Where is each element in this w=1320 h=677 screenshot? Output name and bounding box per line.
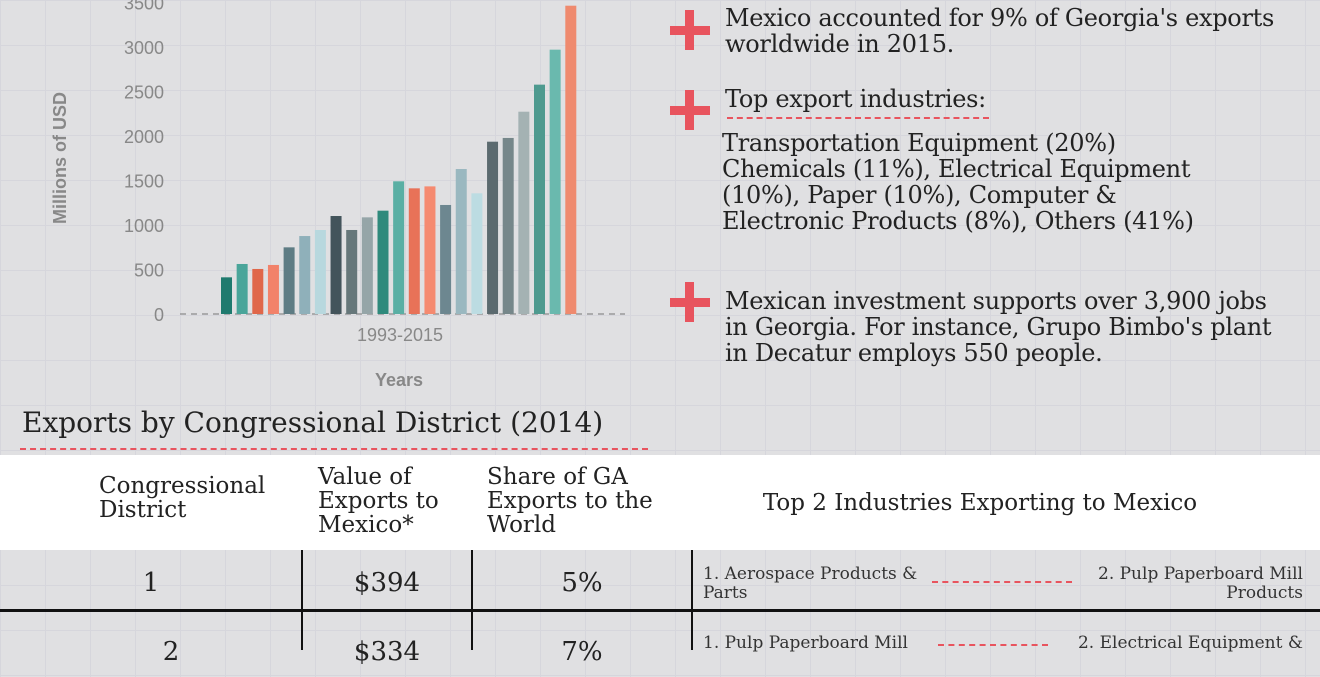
table-row: 1 $394 5% 1. Aerospace Products & Parts …	[0, 550, 1320, 612]
bar	[221, 277, 232, 314]
cell-district: 2	[162, 637, 180, 667]
y-tick-label: 3000	[124, 38, 164, 58]
column-divider	[691, 550, 693, 650]
y-tick-label: 2500	[124, 83, 164, 103]
cell-industry-1: 1. Aerospace Products & Parts	[703, 564, 918, 603]
bar-chart: 0 500 1000 1500 2000 2500 3000 3500 1993-2015 Y…	[50, 0, 625, 390]
column-divider	[301, 550, 303, 650]
fact-mexico-share: Mexico accounted for 9% of Georgia's exp…	[725, 4, 1274, 58]
header-industries: Top 2 Industries Exporting to Mexico	[762, 490, 1198, 516]
bar	[314, 229, 326, 314]
cell-value: $394	[353, 568, 421, 598]
bar	[283, 247, 295, 314]
plus-icon	[668, 8, 712, 52]
bar	[252, 268, 264, 314]
dashed-underline	[20, 448, 648, 450]
cell-industry-1: 1. Pulp Paperboard Mill	[703, 633, 908, 653]
cell-value: $334	[353, 637, 421, 667]
table-row: 2 $334 7% 1. Pulp Paperboard Mill 2. Ele…	[0, 615, 1320, 677]
cell-industry-2: 2. Pulp Paperboard Mill Products	[1098, 564, 1303, 603]
y-tick-label: 2000	[124, 127, 164, 147]
y-axis-title: Millions of USD	[50, 92, 70, 224]
y-tick-label: 1500	[124, 172, 164, 192]
bar	[565, 5, 577, 314]
cell-district: 1	[142, 568, 160, 598]
bar	[330, 216, 342, 314]
bar	[236, 263, 248, 314]
y-tick-label: 500	[134, 261, 164, 281]
table-title: Exports by Congressional District (2014)	[22, 406, 604, 439]
bar	[455, 169, 467, 314]
bar	[424, 186, 436, 314]
header-district: Congressional District	[99, 473, 266, 523]
bar	[518, 111, 530, 314]
bar	[534, 84, 545, 314]
plus-icon	[668, 88, 712, 132]
cell-share: 5%	[561, 568, 603, 598]
dashed-connector	[932, 581, 1072, 583]
bar	[361, 217, 373, 314]
dashed-connector	[938, 644, 1048, 646]
dashed-underline	[727, 117, 989, 119]
fact-top-industries-title: Top export industries:	[725, 85, 986, 113]
bar	[299, 236, 311, 314]
fact-top-industries-body: Transportation Equipment (20%) Chemicals…	[722, 129, 1194, 235]
bar	[471, 193, 483, 314]
x-tick-label: 1993-2015	[357, 325, 443, 345]
bar	[487, 141, 499, 314]
plus-icon	[668, 280, 712, 324]
bar	[408, 188, 420, 314]
y-tick-label: 3500	[124, 0, 164, 14]
bar	[377, 210, 389, 314]
header-value: Value of Exports to Mexico*	[318, 464, 439, 538]
column-divider	[471, 550, 473, 650]
fact-investment: Mexican investment supports over 3,900 j…	[725, 287, 1272, 367]
bar	[346, 229, 358, 314]
cell-share: 7%	[561, 637, 603, 667]
cell-industry-2: 2. Electrical Equipment &	[1077, 633, 1303, 653]
y-tick-label: 1000	[124, 216, 164, 236]
bar	[267, 264, 279, 314]
header-share: Share of GA Exports to the World	[487, 464, 653, 538]
x-axis-title: Years	[375, 370, 423, 390]
bar	[502, 137, 514, 314]
y-tick-label: 0	[154, 305, 164, 325]
bar	[393, 181, 405, 314]
bar	[549, 49, 561, 315]
table-header: Congressional District Value of Exports …	[0, 455, 1320, 550]
bar	[440, 204, 452, 314]
